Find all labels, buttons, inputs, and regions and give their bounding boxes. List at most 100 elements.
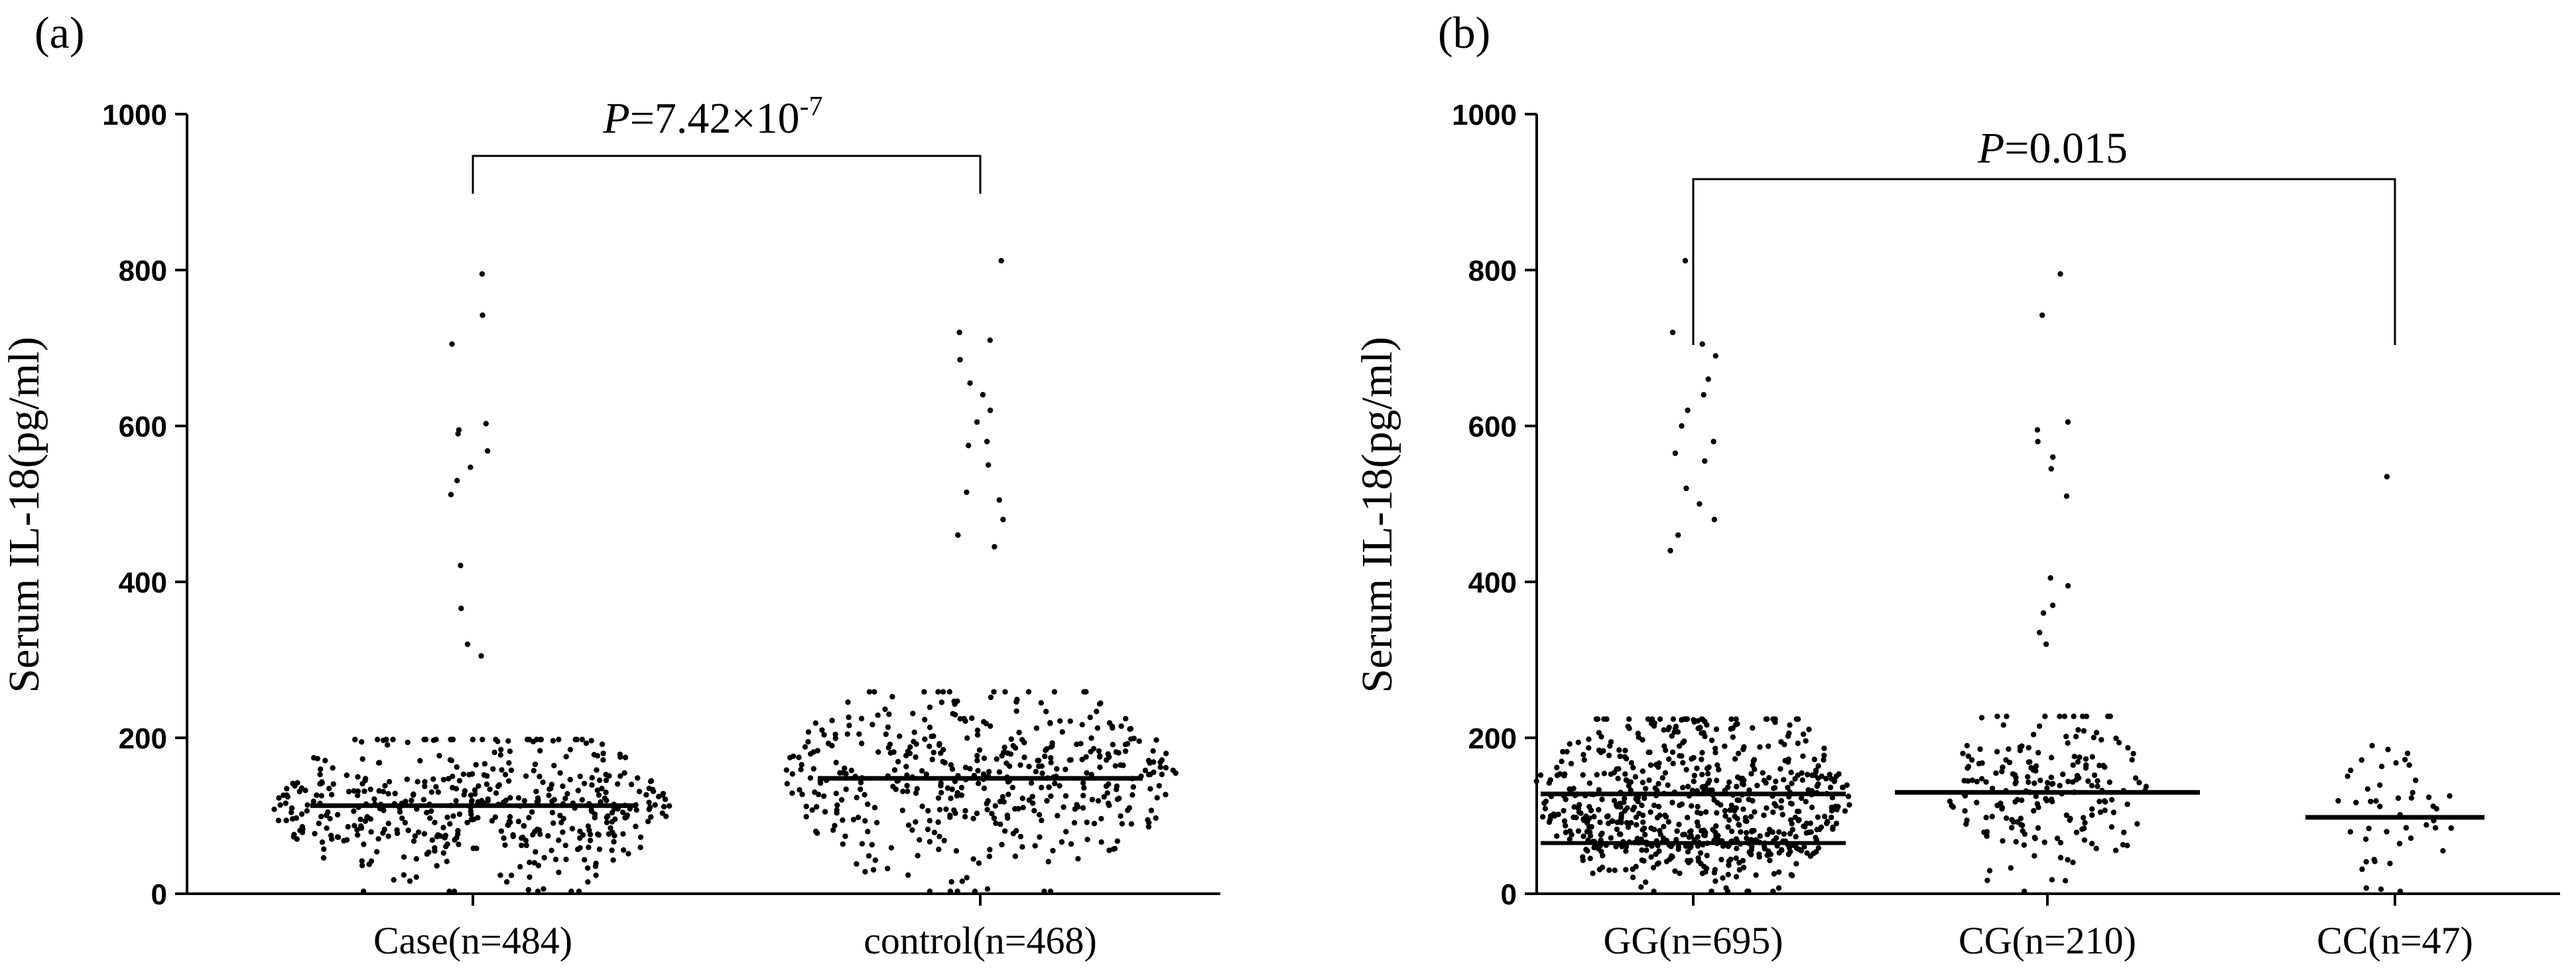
- data-point: [1157, 759, 1163, 766]
- data-point: [1689, 803, 1695, 809]
- data-point: [833, 760, 839, 766]
- data-point: [480, 736, 485, 742]
- data-point: [1630, 764, 1636, 771]
- data-point: [949, 766, 956, 772]
- data-point: [1059, 839, 1065, 845]
- data-point: [929, 756, 935, 762]
- data-point: [913, 754, 919, 760]
- data-point: [2065, 778, 2071, 785]
- data-point: [596, 792, 602, 798]
- data-point: [1103, 783, 1110, 790]
- data-point: [2077, 754, 2083, 760]
- data-point: [925, 826, 931, 833]
- data-point: [1048, 760, 1054, 766]
- data-point: [1075, 856, 1081, 862]
- data-point: [1614, 819, 1620, 825]
- data-point: [1057, 783, 1063, 789]
- data-point: [958, 784, 965, 791]
- data-point: [537, 774, 543, 780]
- data-point: [380, 737, 387, 744]
- data-point: [574, 736, 580, 742]
- data-point: [986, 462, 992, 468]
- data-point: [871, 689, 877, 695]
- data-point: [991, 689, 997, 695]
- data-point: [2423, 822, 2429, 828]
- data-point: [318, 793, 324, 799]
- data-point: [1740, 865, 1747, 871]
- data-point: [2004, 713, 2010, 719]
- data-point: [1039, 770, 1045, 776]
- data-point: [1080, 780, 1086, 786]
- data-point: [1768, 829, 1775, 835]
- data-point: [1761, 812, 1767, 818]
- data-point: [1059, 729, 1066, 735]
- data-point: [564, 791, 570, 797]
- data-point: [1710, 439, 1716, 445]
- data-point: [2089, 806, 2095, 812]
- data-point: [1732, 807, 1738, 814]
- data-point: [2366, 825, 2372, 831]
- data-point: [474, 845, 480, 851]
- data-point: [1699, 750, 1705, 756]
- data-point: [1587, 829, 1593, 835]
- data-point: [1984, 833, 1990, 839]
- data-point: [1616, 766, 1622, 772]
- data-point: [2093, 845, 2099, 852]
- data-point: [900, 788, 906, 795]
- data-point: [2094, 730, 2100, 736]
- data-point: [450, 736, 456, 742]
- data-point: [2075, 727, 2081, 733]
- data-point: [1775, 869, 1782, 875]
- data-point: [1617, 753, 1623, 760]
- data-point: [1016, 729, 1022, 736]
- data-point: [1659, 775, 1665, 781]
- data-point: [1703, 784, 1708, 790]
- data-point: [1087, 715, 1093, 721]
- data-point: [1632, 774, 1639, 780]
- data-point: [661, 803, 667, 810]
- data-point: [289, 805, 295, 811]
- data-point: [2081, 728, 2087, 734]
- data-point: [1694, 765, 1700, 772]
- data-point: [948, 762, 954, 768]
- data-point: [2102, 807, 2108, 813]
- data-point: [498, 746, 504, 753]
- data-point: [1596, 867, 1602, 872]
- data-point: [271, 806, 277, 812]
- data-point: [440, 825, 446, 831]
- data-point: [1809, 804, 1815, 811]
- data-point: [1098, 815, 1104, 822]
- data-point: [1110, 725, 1116, 731]
- data-point: [1537, 772, 1544, 778]
- data-point: [1114, 783, 1120, 790]
- data-point: [602, 795, 608, 802]
- data-point: [1560, 748, 1566, 755]
- data-point: [366, 861, 372, 867]
- data-point: [846, 723, 852, 729]
- data-point: [413, 856, 420, 862]
- data-point: [422, 783, 428, 790]
- data-point: [1669, 749, 1676, 755]
- data-point: [798, 766, 804, 773]
- data-point: [1068, 841, 1074, 847]
- data-point: [1063, 793, 1069, 799]
- x-tick-label: control(n=468): [864, 919, 1097, 962]
- data-point: [617, 773, 623, 779]
- data-point: [1779, 847, 1785, 853]
- data-point: [1665, 819, 1672, 825]
- data-point: [1588, 807, 1594, 813]
- data-point: [1749, 829, 1755, 835]
- data-point: [277, 802, 283, 808]
- data-point: [1718, 802, 1724, 808]
- data-point: [1157, 764, 1163, 770]
- data-point: [1622, 754, 1628, 760]
- data-point: [556, 736, 562, 742]
- data-point: [1015, 805, 1021, 812]
- data-point: [380, 788, 387, 795]
- data-point: [505, 738, 511, 744]
- data-point: [1978, 715, 1985, 721]
- data-point: [802, 744, 808, 750]
- data-point: [599, 741, 606, 747]
- data-point: [1743, 829, 1750, 836]
